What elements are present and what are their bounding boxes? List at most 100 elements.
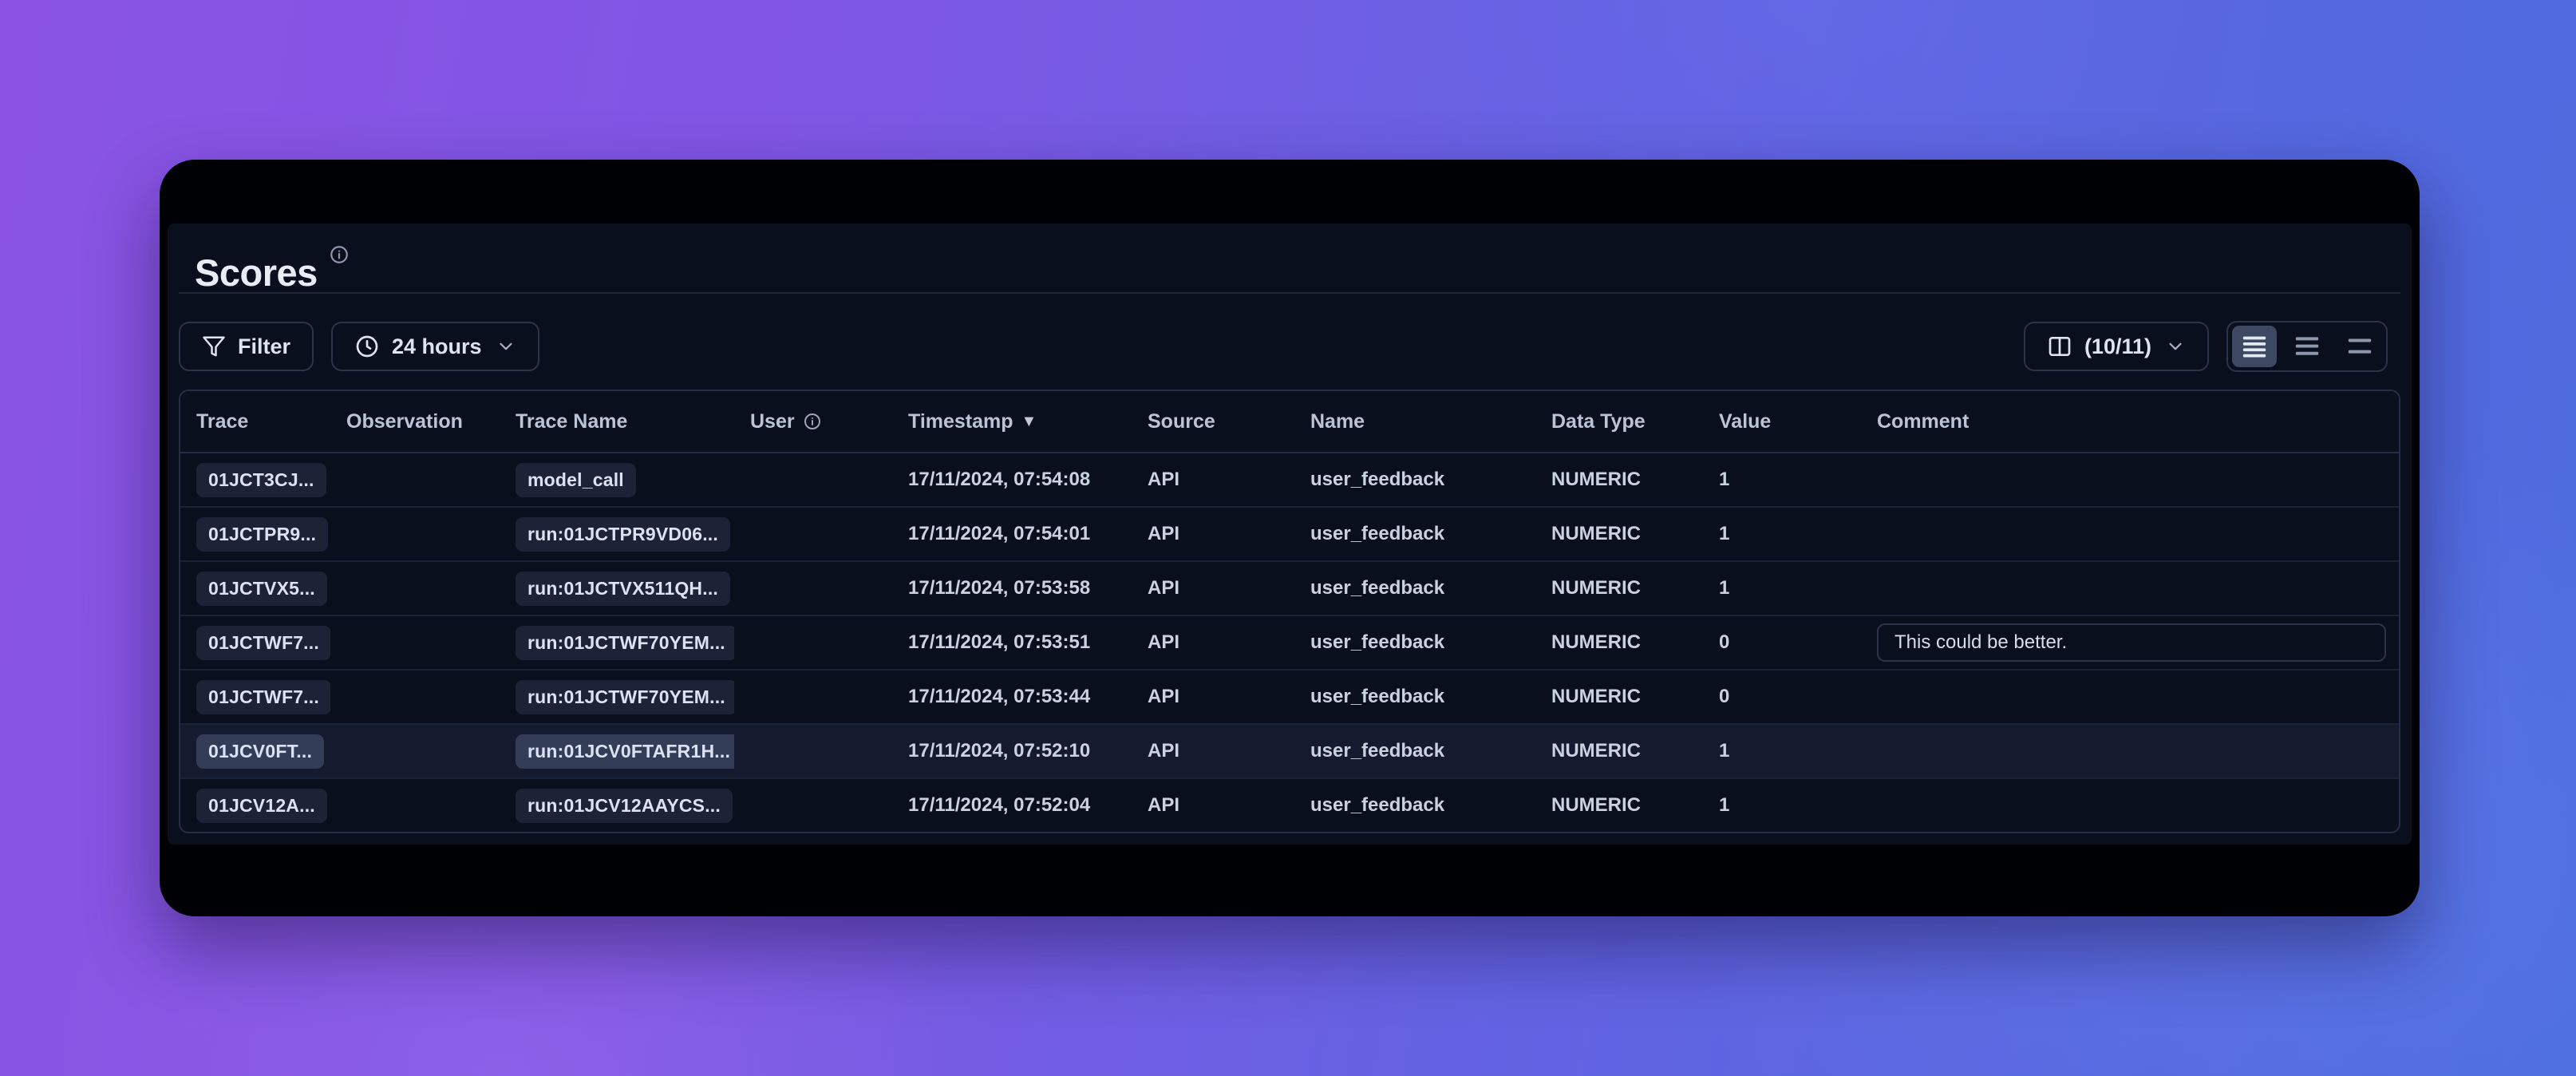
cell-name: user_feedback	[1310, 523, 1445, 544]
cell-trace: 01JCTWF7...	[180, 679, 330, 714]
cell-source: API	[1148, 631, 1180, 653]
row-height-compact-icon	[2241, 332, 2268, 362]
column-header-observation[interactable]: Observation	[346, 409, 463, 433]
trace-name-badge[interactable]: run:01JCTPR9VD06...	[516, 516, 730, 552]
trace-id-badge[interactable]: 01JCTWF7...	[196, 679, 330, 714]
cell-value: 1	[1719, 577, 1730, 599]
cell-data-type: NUMERIC	[1551, 577, 1641, 599]
table-row[interactable]: 01JCTWF7... run:01JCTWF70YEM... 17/11/20…	[180, 671, 2399, 725]
cell-trace: 01JCT3CJ...	[180, 462, 330, 497]
trace-name-badge[interactable]: run:01JCTWF70YEM...	[516, 625, 734, 660]
columns-icon	[2047, 334, 2072, 359]
cell-timestamp: 17/11/2024, 07:52:04	[908, 794, 1091, 816]
filter-label: Filter	[238, 334, 291, 358]
cell-value: 1	[1719, 469, 1730, 490]
cell-timestamp: 17/11/2024, 07:52:10	[908, 740, 1091, 762]
columns-count-label: (10/11)	[2084, 334, 2151, 358]
column-header-value[interactable]: Value	[1719, 409, 1772, 433]
table-row[interactable]: 01JCTWF7... run:01JCTWF70YEM... 17/11/20…	[180, 616, 2399, 671]
table-row[interactable]: 01JCV0FT... run:01JCV0FTAFR1H... 17/11/2…	[180, 725, 2399, 779]
column-header-trace-name[interactable]: Trace Name	[516, 409, 628, 433]
cell-data-type: NUMERIC	[1551, 523, 1641, 544]
page-header: Scores	[168, 224, 2412, 294]
trace-name-badge[interactable]: run:01JCV0FTAFR1H...	[516, 734, 734, 769]
trace-name-badge[interactable]: run:01JCTWF70YEM...	[516, 679, 734, 714]
cell-trace-name: run:01JCTVX511QH...	[500, 571, 734, 606]
cell-source: API	[1148, 794, 1180, 816]
cell-value: 1	[1719, 740, 1730, 762]
table-row[interactable]: 01JCTPR9... run:01JCTPR9VD06... 17/11/20…	[180, 508, 2399, 562]
comment-box: This could be better.	[1877, 623, 2386, 662]
cell-name: user_feedback	[1310, 577, 1445, 599]
filter-button[interactable]: Filter	[179, 322, 314, 371]
chevron-down-icon	[2165, 336, 2186, 357]
cell-data-type: NUMERIC	[1551, 740, 1641, 762]
page-title: Scores	[195, 251, 318, 294]
cell-timestamp: 17/11/2024, 07:53:51	[908, 631, 1091, 653]
cell-trace-name: run:01JCTWF70YEM...	[500, 679, 734, 714]
cell-comment: This could be better.	[1861, 623, 2399, 662]
cell-value: 0	[1719, 631, 1730, 653]
row-height-medium-icon	[2294, 332, 2321, 362]
cell-value: 0	[1719, 686, 1730, 707]
cell-name: user_feedback	[1310, 469, 1445, 490]
cell-trace-name: run:01JCV0FTAFR1H...	[500, 734, 734, 769]
column-header-timestamp[interactable]: Timestamp ▼	[908, 409, 1037, 433]
time-range-label: 24 hours	[392, 334, 482, 358]
trace-id-badge[interactable]: 01JCTPR9...	[196, 516, 329, 552]
table-row[interactable]: 01JCT3CJ... model_call 17/11/2024, 07:54…	[180, 453, 2399, 508]
cell-timestamp: 17/11/2024, 07:53:44	[908, 686, 1091, 707]
toolbar: Filter 24 hours (10/11)	[179, 321, 2388, 372]
trace-id-badge[interactable]: 01JCV0FT...	[196, 734, 325, 769]
cell-timestamp: 17/11/2024, 07:53:58	[908, 577, 1091, 599]
row-height-tall-button[interactable]	[2337, 326, 2382, 367]
clock-icon	[354, 334, 380, 359]
cell-source: API	[1148, 577, 1180, 599]
cell-value: 1	[1719, 794, 1730, 816]
cell-source: API	[1148, 469, 1180, 490]
column-header-source[interactable]: Source	[1148, 409, 1215, 433]
chevron-down-icon	[496, 336, 516, 357]
cell-trace: 01JCTWF7...	[180, 625, 330, 660]
trace-name-badge[interactable]: run:01JCV12AAYCS...	[516, 788, 733, 823]
info-icon[interactable]	[326, 246, 350, 268]
trace-id-badge[interactable]: 01JCV12A...	[196, 788, 327, 823]
cell-source: API	[1148, 523, 1180, 544]
table-row[interactable]: 01JCV12A... run:01JCV12AAYCS... 17/11/20…	[180, 779, 2399, 832]
cell-timestamp: 17/11/2024, 07:54:08	[908, 469, 1091, 490]
time-range-button[interactable]: 24 hours	[331, 322, 539, 371]
trace-id-badge[interactable]: 01JCTVX5...	[196, 571, 327, 606]
row-height-compact-button[interactable]	[2232, 326, 2277, 367]
trace-name-badge[interactable]: model_call	[516, 462, 636, 497]
cell-trace-name: run:01JCV12AAYCS...	[500, 788, 734, 823]
cell-trace: 01JCV0FT...	[180, 734, 330, 769]
cell-trace-name: run:01JCTWF70YEM...	[500, 625, 734, 660]
cell-data-type: NUMERIC	[1551, 631, 1641, 653]
table-body: 01JCT3CJ... model_call 17/11/2024, 07:54…	[180, 453, 2399, 832]
column-header-data-type[interactable]: Data Type	[1551, 409, 1646, 433]
column-header-trace[interactable]: Trace	[196, 409, 249, 433]
table-header-row: Trace Observation Trace Name User Timest…	[180, 391, 2399, 453]
column-visibility-button[interactable]: (10/11)	[2023, 322, 2209, 371]
info-icon	[803, 412, 822, 431]
row-height-medium-button[interactable]	[2285, 326, 2329, 367]
row-height-toggle-group	[2226, 321, 2388, 372]
cell-source: API	[1148, 686, 1180, 707]
cell-timestamp: 17/11/2024, 07:54:01	[908, 523, 1091, 544]
table-row[interactable]: 01JCTVX5... run:01JCTVX511QH... 17/11/20…	[180, 562, 2399, 616]
cell-name: user_feedback	[1310, 740, 1445, 762]
cell-trace-name: run:01JCTPR9VD06...	[500, 516, 734, 552]
trace-name-badge[interactable]: run:01JCTVX511QH...	[516, 571, 730, 606]
cell-trace: 01JCV12A...	[180, 788, 330, 823]
header-divider	[179, 292, 2400, 294]
cell-trace-name: model_call	[500, 462, 734, 497]
trace-id-badge[interactable]: 01JCTWF7...	[196, 625, 330, 660]
trace-id-badge[interactable]: 01JCT3CJ...	[196, 462, 326, 497]
cell-data-type: NUMERIC	[1551, 794, 1641, 816]
cell-name: user_feedback	[1310, 794, 1445, 816]
column-header-name[interactable]: Name	[1310, 409, 1365, 433]
column-header-comment[interactable]: Comment	[1877, 409, 1970, 433]
cell-trace: 01JCTPR9...	[180, 516, 330, 552]
cell-trace: 01JCTVX5...	[180, 571, 330, 606]
column-header-user[interactable]: User	[734, 410, 892, 433]
